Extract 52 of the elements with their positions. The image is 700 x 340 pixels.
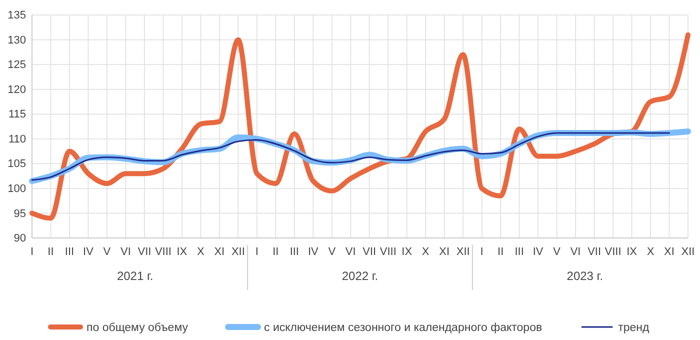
x-tick-label: VI xyxy=(345,246,356,258)
text: 2021 г. xyxy=(116,269,154,283)
x-tick-label: II xyxy=(48,246,54,258)
x-tick-label: VI xyxy=(570,246,581,258)
legend-label: с исключением сезонного и календарного факторов xyxy=(264,322,542,334)
x-tick-label: X xyxy=(197,246,206,258)
x-tick-label: I xyxy=(255,246,258,258)
y-tick-label: 115 xyxy=(8,108,26,121)
x-tick-label: III xyxy=(64,246,74,258)
x-tick-label: VIII xyxy=(154,246,172,258)
x-tick-label: VII xyxy=(362,246,376,258)
x-tick-label: X xyxy=(646,246,655,258)
x-tick-label: VIII xyxy=(604,246,622,258)
x-tick-label: X xyxy=(422,246,430,258)
y-tick-label: 130 xyxy=(8,34,26,46)
x-tick-label: XII xyxy=(456,246,470,258)
legend-label: по общему объему xyxy=(86,322,188,334)
x-tick-label: IX xyxy=(176,246,188,258)
x-tick-label: XII xyxy=(231,246,245,258)
x-tick-label: V xyxy=(553,246,562,258)
x-tick-label: V xyxy=(103,246,112,258)
text: 2022 г. xyxy=(342,269,378,283)
x-tick-label: XI xyxy=(439,246,450,258)
x-tick-label: XI xyxy=(664,246,674,258)
x-tick-label: VIII xyxy=(380,246,396,258)
x-tick-label: VI xyxy=(120,246,131,258)
y-tick-label: 105 xyxy=(8,158,26,170)
x-tick-label: VII xyxy=(138,246,152,258)
x-tick-label: III xyxy=(514,246,524,258)
x-tick-label: III xyxy=(290,246,299,258)
y-tick-label: 95 xyxy=(14,208,26,220)
legend-label: тренд xyxy=(618,322,650,334)
x-tick-label: XI xyxy=(214,246,225,258)
x-tick-label: V xyxy=(328,246,336,258)
x-tick-label: IV xyxy=(532,246,544,258)
x-tick-label: I xyxy=(480,246,484,258)
y-tick-label: 135 xyxy=(8,10,26,22)
x-tick-label: IV xyxy=(83,246,94,258)
x-tick-label: VII xyxy=(588,246,602,258)
text: 2023 г. xyxy=(566,269,604,283)
x-tick-label: II xyxy=(498,246,504,258)
x-tick-label: II xyxy=(272,246,279,258)
x-tick-label: IX xyxy=(626,246,638,258)
x-tick-label: IV xyxy=(308,246,319,258)
y-tick-label: 90 xyxy=(14,232,26,245)
x-tick-label: IX xyxy=(402,246,413,258)
x-tick-label: XII xyxy=(681,246,695,258)
y-tick-label: 100 xyxy=(8,182,26,195)
y-tick-label: 125 xyxy=(8,59,26,72)
x-tick-label: I xyxy=(30,246,34,258)
y-tick-label: 120 xyxy=(8,84,26,96)
y-tick-label: 110 xyxy=(8,133,26,146)
